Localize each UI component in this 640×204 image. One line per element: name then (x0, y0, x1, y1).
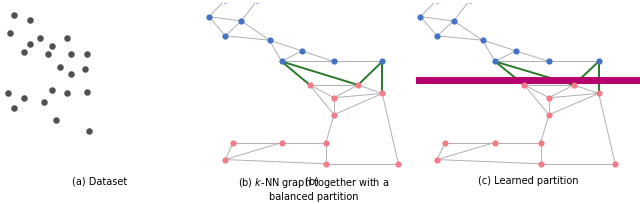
Point (440, 141, 451, 144)
Point (544, 114, 554, 117)
Point (377, 61, 387, 64)
Point (228, 141, 239, 144)
Point (490, 141, 500, 144)
Point (19, 51, 29, 55)
Point (393, 162, 403, 166)
Point (62, 92, 72, 95)
Text: (c) Learned partition: (c) Learned partition (477, 175, 579, 185)
Point (465, 0, 476, 2)
Point (329, 114, 339, 117)
Point (220, 35, 230, 38)
Point (47, 89, 57, 92)
Point (296, 50, 307, 53)
Point (220, 0, 230, 2)
Point (24, 43, 35, 47)
Text: (b) $k$-NN graph together with a
balanced partition: (b) $k$-NN graph together with a balance… (238, 175, 389, 201)
Point (82, 91, 92, 94)
Text: (b): (b) (305, 175, 322, 185)
Point (9, 107, 19, 110)
Point (19, 97, 29, 100)
Point (490, 61, 500, 64)
Point (9, 14, 19, 17)
Point (544, 61, 554, 64)
Point (449, 20, 459, 23)
Point (353, 84, 364, 87)
Point (432, 158, 442, 161)
Point (82, 53, 92, 56)
Point (432, 35, 442, 38)
Point (5, 32, 15, 35)
Point (38, 100, 49, 104)
Point (377, 92, 387, 96)
Point (276, 61, 287, 64)
Point (415, 16, 426, 19)
Point (511, 50, 521, 53)
Point (519, 84, 529, 87)
Point (536, 141, 546, 144)
Point (321, 141, 331, 144)
Point (329, 61, 339, 64)
Point (536, 162, 546, 166)
Text: (a) Dataset: (a) Dataset (72, 175, 127, 185)
Point (67, 53, 77, 56)
Point (24, 19, 35, 22)
Point (67, 73, 77, 76)
Point (220, 158, 230, 161)
Point (264, 39, 275, 43)
Point (204, 16, 214, 19)
Point (432, 0, 442, 2)
Point (610, 162, 620, 166)
Point (593, 61, 604, 64)
Point (252, 0, 262, 2)
Point (62, 37, 72, 40)
Point (544, 97, 554, 100)
Point (305, 84, 315, 87)
Point (3, 92, 13, 95)
Point (84, 130, 95, 133)
Point (569, 84, 579, 87)
Point (329, 97, 339, 100)
Point (80, 68, 90, 71)
Point (54, 66, 65, 69)
Point (593, 92, 604, 96)
Point (35, 37, 45, 40)
Point (47, 45, 57, 48)
Point (276, 141, 287, 144)
Point (477, 39, 488, 43)
Point (321, 162, 331, 166)
Point (236, 20, 246, 23)
Point (42, 53, 52, 56)
Point (51, 118, 61, 122)
